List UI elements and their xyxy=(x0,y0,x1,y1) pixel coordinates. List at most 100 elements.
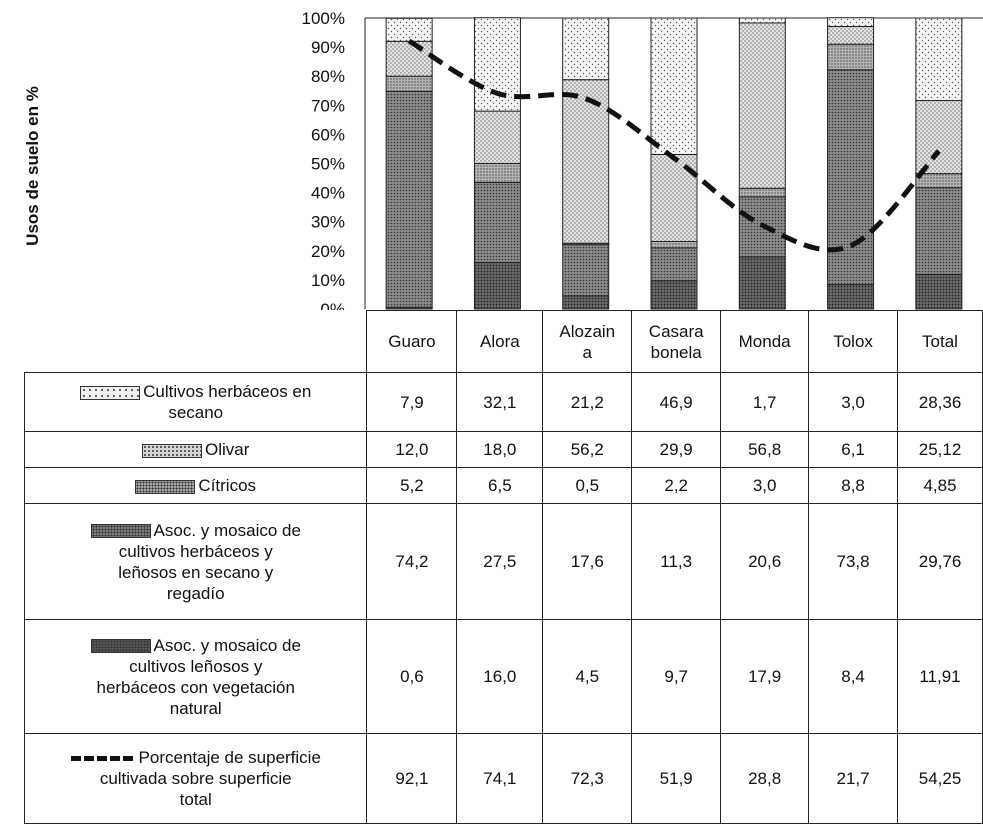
data-label: 4,5 xyxy=(542,619,633,734)
legend-entry: Olivar xyxy=(23,431,368,468)
data-label: 21,7 xyxy=(808,733,899,824)
bar-segment xyxy=(915,173,963,189)
x-tick-label: Alora xyxy=(456,310,544,373)
x-tick-label: Alozain a xyxy=(542,310,633,373)
data-label: 5,2 xyxy=(366,467,458,504)
legend-label: Olivar xyxy=(205,440,250,459)
data-label: 7,9 xyxy=(366,372,458,432)
data-label: 29,76 xyxy=(897,503,983,620)
bar-segment xyxy=(827,43,875,71)
bar-segment xyxy=(915,273,963,310)
legend-key-icon xyxy=(90,524,151,539)
data-label: 27,5 xyxy=(456,503,544,620)
data-label: 9,7 xyxy=(631,619,722,734)
bar-segment xyxy=(915,100,963,175)
x-tick-label: Guaro xyxy=(366,310,458,373)
legend-label: Cultivos herbáceos en secano xyxy=(143,382,312,422)
y-tick-label: 20% xyxy=(311,242,345,261)
data-label: 92,1 xyxy=(366,733,458,824)
data-label: 46,9 xyxy=(631,372,722,432)
bar-segment xyxy=(915,187,963,275)
y-tick-label: 90% xyxy=(311,38,345,57)
y-axis-label: Usos de suelo en % xyxy=(23,86,42,246)
data-label: 18,0 xyxy=(456,431,544,468)
bar-segment xyxy=(650,247,698,282)
stacked-bar-chart: Usos de suelo en % 0% 10% 20% 30% 40% 50% 60% 7… xyxy=(23,9,983,310)
bar-segment xyxy=(562,295,610,310)
y-tick-label: 40% xyxy=(311,184,345,203)
table-row: Cítricos 5,2 6,5 0,5 2,2 3,0 8,8 4,85 xyxy=(23,467,983,504)
legend-label: Cítricos xyxy=(198,476,257,495)
y-tick-label: 50% xyxy=(311,155,345,174)
legend-key-icon xyxy=(142,443,203,458)
data-label: 29,9 xyxy=(631,431,722,468)
bar-segment xyxy=(738,256,786,310)
bar-segment xyxy=(738,17,786,24)
data-label: 74,2 xyxy=(366,503,458,620)
data-label: 6,5 xyxy=(456,467,544,504)
bar-segment xyxy=(385,40,433,77)
data-label: 21,2 xyxy=(542,372,633,432)
bar-segment xyxy=(738,22,786,189)
table-row: Cultivos herbáceos en secano 7,9 32,1 21,2 46… xyxy=(23,372,983,432)
x-tick-label: Casara bonela xyxy=(631,310,722,373)
legend-entry: Asoc. y mosaico de cultivos leñosos y herb… xyxy=(23,619,368,734)
bar-segment xyxy=(650,280,698,310)
data-label: 16,0 xyxy=(456,619,544,734)
bar-segment xyxy=(473,17,521,112)
data-label: 20,6 xyxy=(720,503,810,620)
table-row: Asoc. y mosaico de cultivos herbáceos y le… xyxy=(23,503,983,620)
bar-segment xyxy=(473,261,521,310)
bar-segment xyxy=(473,181,521,263)
table-corner xyxy=(25,311,367,373)
bar-segment xyxy=(650,240,698,249)
data-label: 11,3 xyxy=(631,503,722,620)
table-header-row: Guaro Alora Alozain a Casara bonela Monda Tolox… xyxy=(25,310,983,373)
data-label: 32,1 xyxy=(456,372,544,432)
x-tick-label: Total xyxy=(897,310,983,373)
y-tick-label: 0% xyxy=(320,300,345,310)
data-label: 4,85 xyxy=(897,467,983,504)
y-tick-label: 80% xyxy=(311,67,345,86)
data-label: 56,8 xyxy=(720,431,810,468)
data-label: 17,9 xyxy=(720,619,810,734)
cultivated-surface-line xyxy=(407,38,941,253)
data-label: 72,3 xyxy=(542,733,633,824)
legend-key-icon xyxy=(80,385,141,400)
data-label: 54,25 xyxy=(897,733,983,824)
legend-label: Porcentaje de superficie cultivada sobre … xyxy=(99,748,321,809)
bar-segment xyxy=(827,25,875,45)
y-tick-label: 30% xyxy=(311,213,345,232)
table-row: Porcentaje de superficie cultivada sobre … xyxy=(23,733,983,824)
bar-segment xyxy=(827,284,875,310)
legend-key-icon xyxy=(70,756,133,762)
bar-segment xyxy=(562,244,610,297)
data-label: 6,1 xyxy=(808,431,899,468)
legend-entry: Asoc. y mosaico de cultivos herbáceos y le… xyxy=(23,503,368,620)
bar-segment xyxy=(650,17,698,155)
bar-segment xyxy=(385,90,433,308)
y-tick-label: 10% xyxy=(311,271,345,290)
data-label: 0,5 xyxy=(542,467,633,504)
x-tick-label: Monda xyxy=(720,310,810,373)
data-label: 25,12 xyxy=(897,431,983,468)
data-label: 28,36 xyxy=(897,372,983,432)
data-label: 28,8 xyxy=(720,733,810,824)
data-label: 17,6 xyxy=(542,503,633,620)
data-label: 1,7 xyxy=(720,372,810,432)
y-tick-label: 70% xyxy=(311,96,345,115)
legend-key-icon xyxy=(135,479,196,494)
data-label: 56,2 xyxy=(542,431,633,468)
legend-label: Asoc. y mosaico de cultivos herbáceos y le… xyxy=(118,520,301,603)
data-label: 12,0 xyxy=(366,431,458,468)
bar-segment xyxy=(827,69,875,286)
bar-segment xyxy=(473,163,521,183)
data-label: 51,9 xyxy=(631,733,722,824)
bar-segment xyxy=(385,75,433,92)
y-tick-label: 100% xyxy=(302,9,345,28)
table-row: Asoc. y mosaico de cultivos leñosos y herb… xyxy=(23,619,983,734)
bar-segment xyxy=(473,110,521,165)
table-row: Olivar 12,0 18,0 56,2 29,9 56,8 6,1 25,12 xyxy=(23,431,983,468)
legend-entry: Porcentaje de superficie cultivada sobre … xyxy=(23,733,368,824)
legend-label: Asoc. y mosaico de cultivos leñosos y herb… xyxy=(96,635,301,718)
